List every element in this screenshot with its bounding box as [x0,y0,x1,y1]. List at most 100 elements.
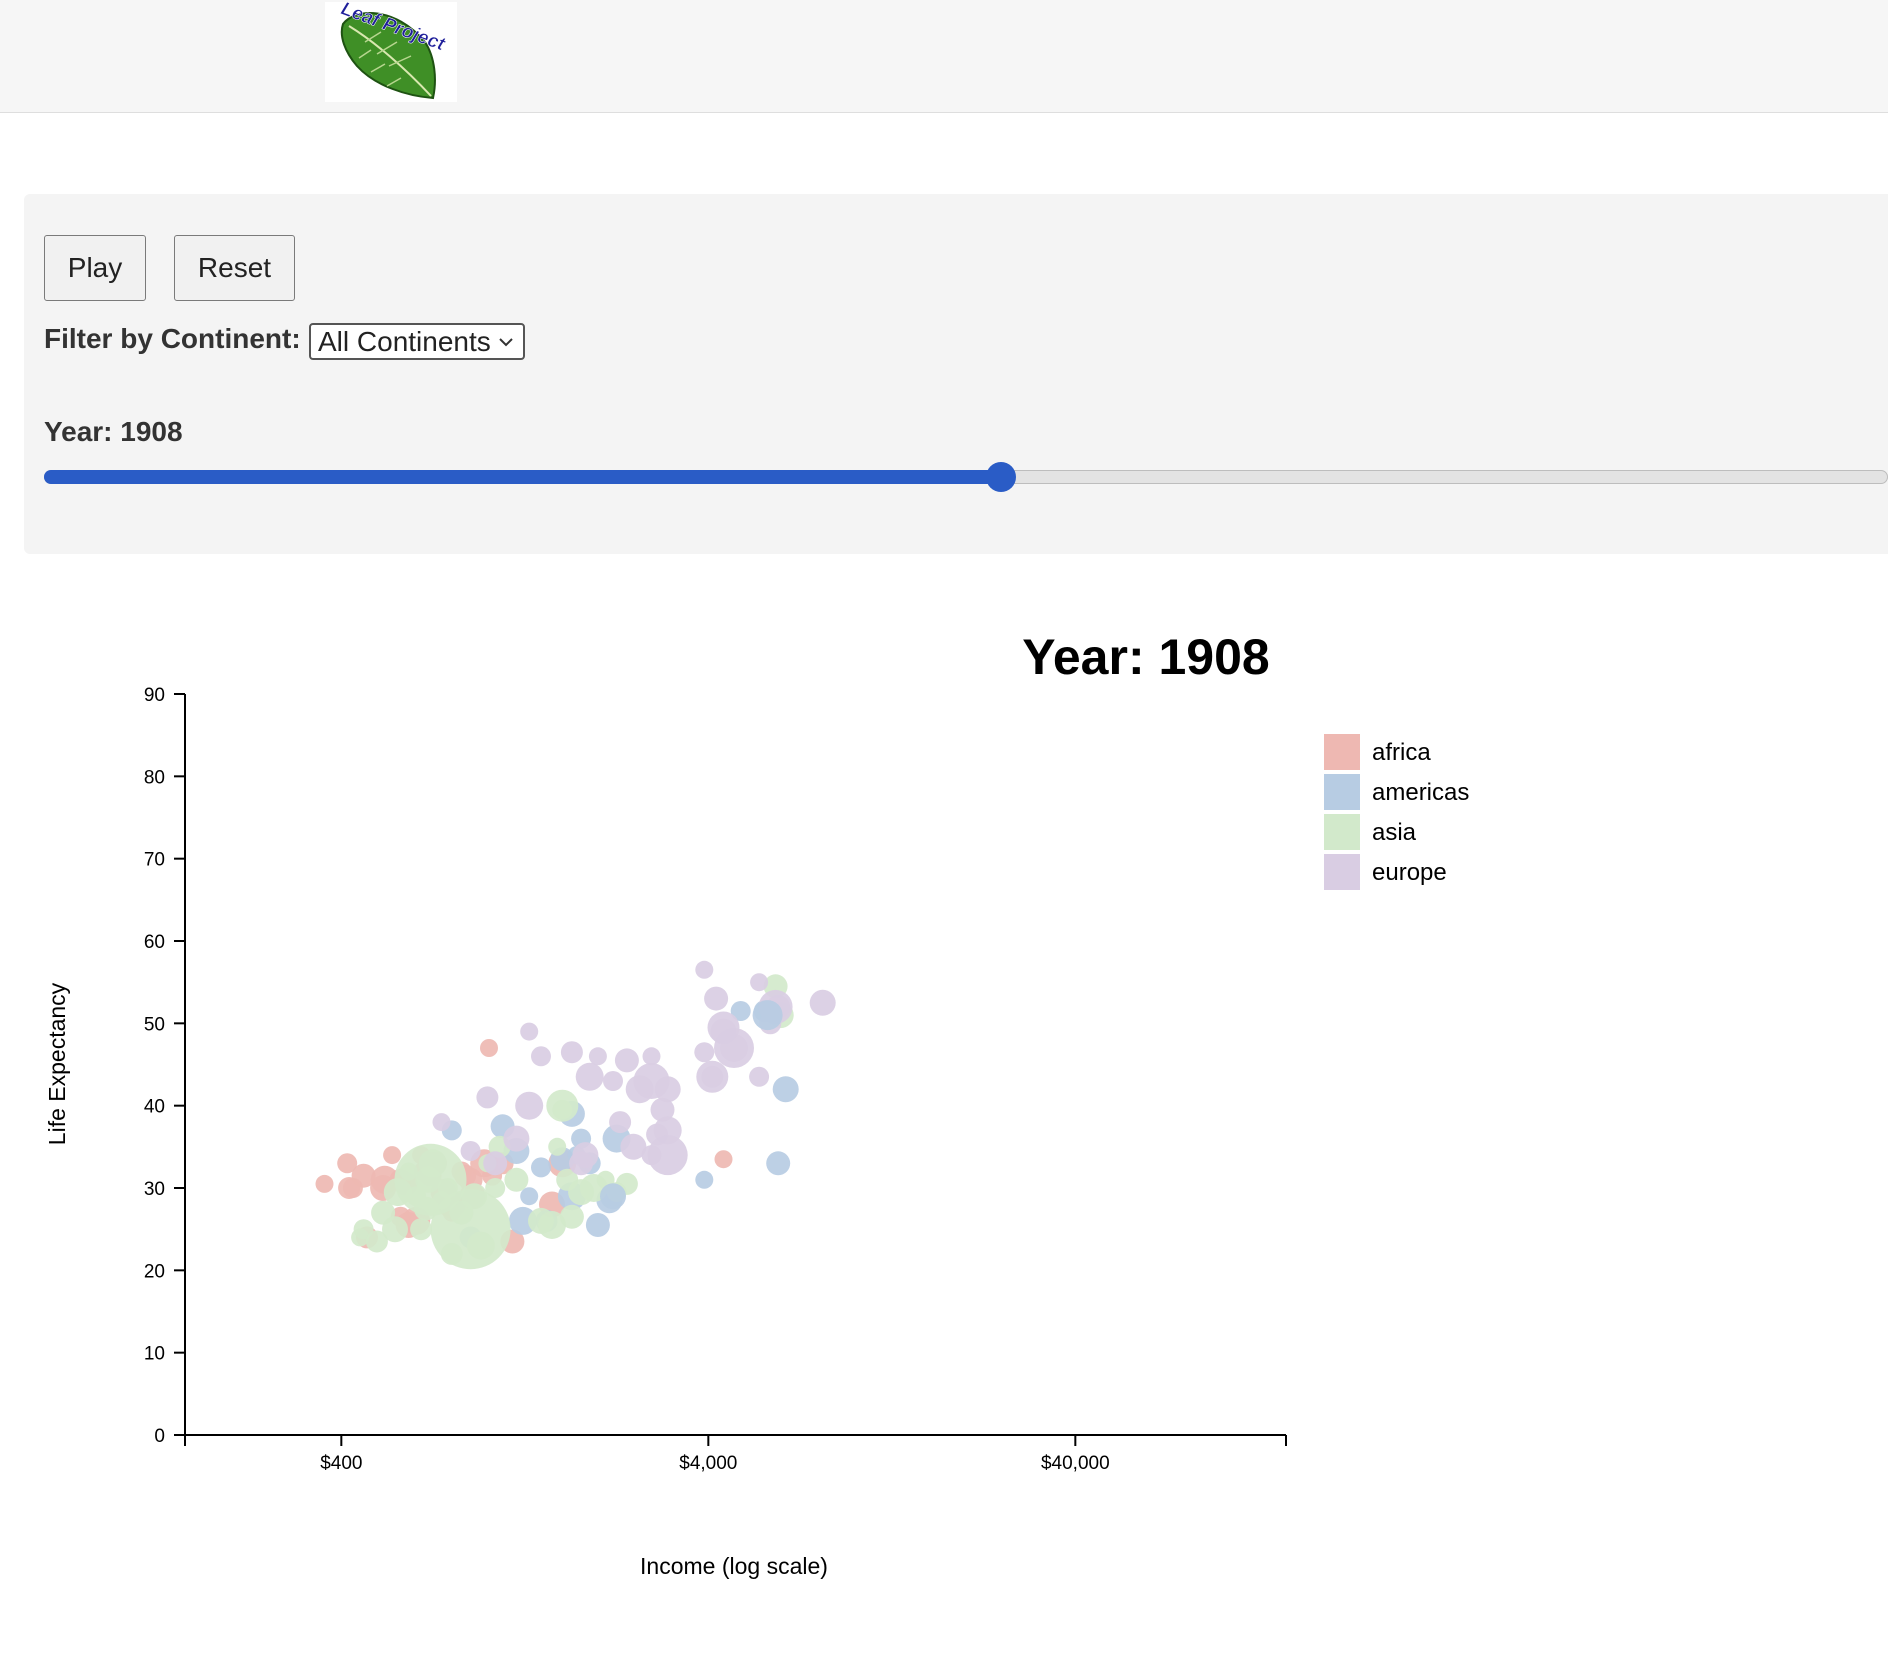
bubble-europe[interactable] [572,1142,599,1169]
bubble-europe[interactable] [694,1042,715,1063]
bubble-asia[interactable] [763,974,788,999]
bubble-asia[interactable] [559,1204,584,1229]
bubble-europe[interactable] [809,989,836,1016]
year-slider-thumb[interactable] [985,462,1016,492]
bubble-asia[interactable] [546,1089,579,1122]
bubble-americas[interactable] [766,1151,791,1176]
bubble-africa[interactable] [500,1229,525,1254]
bubble-europe[interactable] [758,989,793,1024]
bubble-europe[interactable] [650,1097,675,1122]
bubble-africa[interactable] [356,1226,378,1249]
bubble-asia[interactable] [485,1178,506,1198]
bubble-africa[interactable] [342,1178,363,1198]
bubble-africa[interactable] [395,1212,422,1238]
bubble-europe[interactable] [620,1133,647,1160]
bubble-africa[interactable] [412,1146,431,1165]
bubble-africa[interactable] [454,1164,477,1187]
bubble-asia[interactable] [440,1242,463,1265]
bubble-americas[interactable] [503,1138,530,1164]
logo[interactable]: Leaf Project [325,0,457,102]
bubble-americas[interactable] [600,1183,626,1210]
bubble-americas[interactable] [567,1146,586,1165]
bubble-europe[interactable] [432,1113,451,1132]
bubble-asia[interactable] [415,1166,442,1193]
bubble-africa[interactable] [390,1206,411,1227]
bubble-europe[interactable] [707,1011,740,1044]
bubble-europe[interactable] [766,994,791,1019]
bubble-americas[interactable] [531,1157,551,1178]
bubble-asia[interactable] [430,1189,511,1270]
bubble-africa[interactable] [394,1171,418,1196]
bubble-asia[interactable] [413,1196,438,1221]
bubble-americas[interactable] [558,1100,585,1127]
bubble-europe[interactable] [710,1018,737,1045]
bubble-europe[interactable] [531,1046,551,1067]
bubble-africa[interactable] [315,1174,334,1193]
bubble-europe[interactable] [633,1063,670,1099]
bubble-africa[interactable] [389,1168,412,1191]
bubble-asia[interactable] [615,1172,638,1195]
bubble-africa[interactable] [430,1179,457,1206]
bubble-europe[interactable] [614,1048,639,1073]
bubble-americas[interactable] [557,1182,586,1211]
bubble-europe[interactable] [714,1028,754,1068]
bubble-asia[interactable] [406,1186,427,1207]
bubble-europe[interactable] [647,1135,688,1176]
bubble-europe[interactable] [696,1060,729,1093]
bubble-europe[interactable] [483,1151,508,1176]
bubble-americas[interactable] [421,1154,440,1173]
bubble-asia[interactable] [504,1167,529,1192]
bubble-europe[interactable] [603,1071,623,1091]
play-button[interactable]: Play [44,235,146,301]
bubble-africa[interactable] [370,1175,397,1201]
bubble-africa[interactable] [419,1164,442,1187]
bubble-europe[interactable] [641,1145,662,1166]
bubble-asia[interactable] [353,1219,374,1240]
bubble-africa[interactable] [458,1167,483,1192]
bubble-americas[interactable] [772,1076,799,1103]
bubble-asia[interactable] [606,1182,627,1203]
bubble-asia[interactable] [478,1154,497,1173]
bubble-asia[interactable] [466,1231,495,1260]
bubble-africa[interactable] [714,1150,733,1169]
bubble-europe[interactable] [520,1022,539,1041]
bubble-asia[interactable] [552,1099,573,1120]
bubble-asia[interactable] [418,1149,447,1178]
bubble-asia[interactable] [383,1178,412,1207]
bubble-europe[interactable] [704,986,729,1011]
bubble-europe[interactable] [460,1141,481,1161]
bubble-asia[interactable] [596,1170,615,1189]
bubble-asia[interactable] [410,1218,433,1241]
bubble-asia[interactable] [461,1183,488,1210]
bubble-americas[interactable] [490,1114,515,1139]
bubble-africa[interactable] [413,1161,434,1182]
bubble-africa[interactable] [437,1190,466,1219]
bubble-europe[interactable] [750,973,769,992]
bubble-europe[interactable] [560,1041,583,1064]
bubble-africa[interactable] [451,1161,472,1182]
bubble-europe[interactable] [720,1034,748,1062]
bubble-europe[interactable] [653,1116,682,1145]
bubble-asia[interactable] [538,1211,566,1239]
bubble-africa[interactable] [480,1039,498,1057]
bubble-africa[interactable] [539,1191,565,1218]
bubble-asia[interactable] [382,1216,408,1243]
bubble-europe[interactable] [749,1066,770,1087]
bubble-asia[interactable] [579,1174,608,1202]
bubble-americas[interactable] [550,1147,575,1172]
bubble-americas[interactable] [602,1124,631,1153]
bubble-americas[interactable] [459,1226,482,1249]
bubble-africa[interactable] [383,1146,402,1165]
bubble-europe[interactable] [625,1075,654,1104]
bubble-americas[interactable] [441,1120,462,1141]
bubble-americas[interactable] [753,1000,776,1022]
bubble-asia[interactable] [556,1168,579,1191]
bubble-europe[interactable] [609,1111,632,1134]
bubble-europe[interactable] [575,1062,604,1091]
bubble-asia[interactable] [394,1143,467,1216]
bubble-europe[interactable] [759,1012,782,1035]
bubble-americas[interactable] [730,1001,751,1021]
bubble-africa[interactable] [337,1153,358,1174]
bubble-africa[interactable] [351,1163,376,1188]
bubble-africa[interactable] [402,1206,431,1235]
